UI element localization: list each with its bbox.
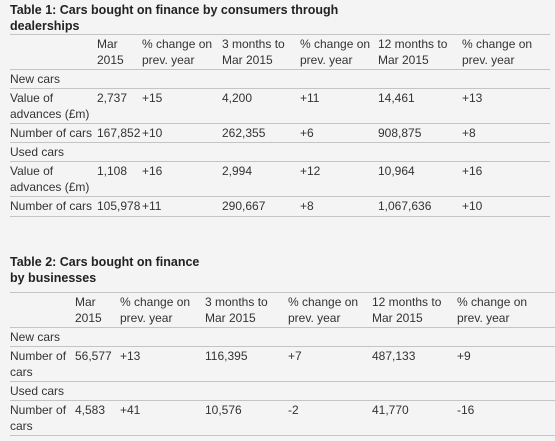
- header-row: Mar 2015% change on prev. year 3 months t…: [10, 292, 555, 328]
- cell: +9: [457, 346, 555, 382]
- row-label: Number of cars: [10, 196, 97, 217]
- header-cell: % change on prev. year: [142, 34, 222, 70]
- table: Mar 2015% change on prev. year 3 months t…: [10, 292, 555, 436]
- table-block: Table 1: Cars bought on finance by consu…: [10, 2, 550, 217]
- cell: -2: [288, 400, 372, 436]
- header-cell: 12 months to Mar 2015: [372, 292, 457, 328]
- cell: +8: [300, 196, 378, 217]
- header-cell: 3 months to Mar 2015: [222, 34, 300, 70]
- cell: 290,667: [222, 196, 300, 217]
- header-cell: [10, 292, 75, 328]
- cell: 487,133: [372, 346, 457, 382]
- section-label: New cars: [10, 69, 550, 89]
- cell: +10: [462, 196, 550, 217]
- cell: +13: [462, 88, 550, 124]
- cell: 116,395: [205, 346, 288, 382]
- header-cell: 12 months to Mar 2015: [378, 34, 462, 70]
- header-cell: Mar 2015: [97, 34, 142, 70]
- cell: 4,200: [222, 88, 300, 124]
- table-block: Table 2: Cars bought on finance by busin…: [10, 254, 555, 436]
- row-label: Number of cars: [10, 123, 97, 143]
- cell: +16: [462, 161, 550, 197]
- data-row: Value of advances (£m) 1,108 +16 2,994 +12 10…: [10, 161, 550, 197]
- row-label: Value of advances (£m): [10, 88, 97, 124]
- header-cell: % change on prev. year: [462, 34, 550, 70]
- row-label: Number of cars: [10, 346, 75, 382]
- cell: 14,461: [378, 88, 462, 124]
- cell: 105,978: [97, 196, 142, 217]
- table-title: Table 1: Cars bought on finance by consu…: [10, 3, 339, 33]
- cell: +41: [120, 400, 205, 436]
- section-row: New cars: [10, 69, 550, 89]
- header-cell: 3 months to Mar 2015: [205, 292, 288, 328]
- cell: -16: [457, 400, 555, 436]
- cell: +11: [300, 88, 378, 124]
- header-cell: % change on prev. year: [120, 292, 205, 328]
- section-label: New cars: [10, 327, 555, 347]
- cell: 908,875: [378, 123, 462, 143]
- header-cell: % change on prev. year: [457, 292, 555, 328]
- table-title: Table 2: Cars bought on finance by busin…: [10, 255, 200, 285]
- data-row: Number of cars 105,978 +11 290,667 +8 1,067,6…: [10, 196, 550, 217]
- cell: +8: [462, 123, 550, 143]
- cell: +13: [120, 346, 205, 382]
- cell: +11: [142, 196, 222, 217]
- header-cell: % change on prev. year: [300, 34, 378, 70]
- cell: 56,577: [75, 346, 120, 382]
- cell: 10,576: [205, 400, 288, 436]
- cell: 41,770: [372, 400, 457, 436]
- data-row: Number of cars 56,577 +13 116,395 +7 487,133 +…: [10, 346, 555, 382]
- cell: +16: [142, 161, 222, 197]
- section-row: Used cars: [10, 142, 550, 162]
- cell: 262,355: [222, 123, 300, 143]
- cell: +7: [288, 346, 372, 382]
- header-row: Mar 2015% change on prev. year 3 months t…: [10, 34, 550, 70]
- section-label: Used cars: [10, 142, 550, 162]
- row-label: Value of advances (£m): [10, 161, 97, 197]
- cell: 4,583: [75, 400, 120, 436]
- section-row: New cars: [10, 327, 555, 347]
- cell: 167,852: [97, 123, 142, 143]
- cell: 10,964: [378, 161, 462, 197]
- cell: 1,067,636: [378, 196, 462, 217]
- row-label: Number of cars: [10, 400, 75, 436]
- table: Mar 2015% change on prev. year 3 months t…: [10, 34, 550, 217]
- cell: +10: [142, 123, 222, 143]
- cell: +15: [142, 88, 222, 124]
- header-cell: [10, 34, 97, 70]
- section-label: Used cars: [10, 381, 555, 401]
- header-cell: Mar 2015: [75, 292, 120, 328]
- data-row: Number of cars 4,583 +41 10,576 -2 41,770 -16: [10, 400, 555, 436]
- data-row: Value of advances (£m) 2,737 +15 4,200 +11 14…: [10, 88, 550, 124]
- cell: 2,737: [97, 88, 142, 124]
- data-row: Number of cars 167,852 +10 262,355 +6 908,875…: [10, 123, 550, 143]
- section-row: Used cars: [10, 381, 555, 401]
- cell: 1,108: [97, 161, 142, 197]
- cell: +12: [300, 161, 378, 197]
- header-cell: % change on prev. year: [288, 292, 372, 328]
- cell: 2,994: [222, 161, 300, 197]
- cell: +6: [300, 123, 378, 143]
